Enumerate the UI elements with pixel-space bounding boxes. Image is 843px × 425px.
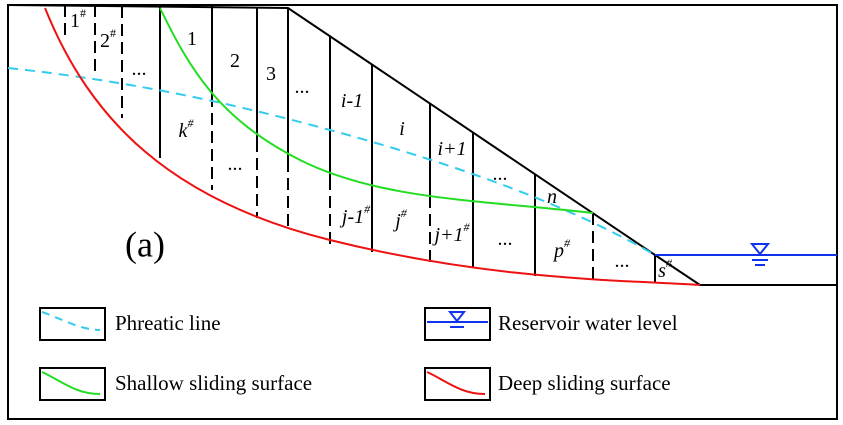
slice-label: ...	[295, 76, 310, 98]
slice-text: ...	[493, 163, 508, 185]
slice-label: ...	[132, 58, 147, 80]
slice-label: n	[547, 186, 557, 208]
slice-label: j-1#	[339, 202, 371, 228]
slice-label: ...	[498, 228, 513, 250]
slice-label: 1	[187, 28, 197, 50]
slice-text: ...	[228, 153, 243, 175]
legend-label: Shallow sliding surface	[115, 371, 312, 395]
slice-sup: #	[401, 206, 408, 220]
slice-label: 1#	[70, 6, 86, 32]
slice-text: ...	[615, 250, 630, 272]
slice-sup: #	[110, 26, 116, 40]
slice-label: s#	[658, 256, 673, 282]
slice-sup: #	[364, 202, 371, 216]
slice-text: ...	[498, 228, 513, 250]
legend-label: Phreatic line	[115, 311, 221, 335]
slice-text: n	[547, 186, 557, 208]
slice-text: 3	[266, 63, 276, 85]
legend-label: Reservoir water level	[498, 311, 678, 335]
phreatic-line	[8, 68, 655, 255]
slice-label: 3	[266, 63, 276, 85]
slice-text: 2	[100, 30, 110, 52]
slice-label: ...	[493, 163, 508, 185]
slice-label: 2#	[100, 26, 116, 52]
slice-text: ...	[295, 76, 310, 98]
slice-text: j+1	[431, 224, 463, 246]
legend-label: Deep sliding surface	[498, 371, 671, 395]
slice-text: j-1	[339, 206, 364, 228]
slice-text: i	[399, 118, 405, 140]
slice-text: i+1	[437, 138, 466, 160]
slice-label: ...	[615, 250, 630, 272]
slice-label: ...	[228, 153, 243, 175]
water-level	[655, 244, 837, 265]
slice-text: 1	[70, 10, 80, 32]
panel-label: (a)	[125, 224, 165, 264]
slice-text: p	[552, 240, 564, 262]
slice-label: j#	[392, 206, 408, 232]
slice-label: k#	[179, 116, 195, 142]
slice-text: 1	[187, 28, 197, 50]
slice-label: i	[399, 118, 405, 140]
diagram: (a) 1#2#...123...i-1ii+1...nk#...j-1#j#j…	[0, 0, 843, 425]
slice-text: 2	[230, 50, 240, 72]
slice-text: ...	[132, 58, 147, 80]
slice-label: j+1#	[431, 220, 470, 246]
slice-sup: #	[464, 220, 471, 234]
slice-text: s	[658, 260, 666, 282]
slice-label: p#	[552, 236, 571, 262]
slice-label: 2	[230, 50, 240, 72]
slice-label: i-1	[341, 90, 363, 112]
slice-sup: #	[187, 116, 194, 130]
slice-label: i+1	[437, 138, 466, 160]
shallow-surface	[160, 8, 593, 213]
slice-sup: #	[564, 236, 571, 250]
slice-sup: #	[80, 6, 86, 20]
slice-text: i-1	[341, 90, 363, 112]
slice-sup: #	[666, 256, 673, 270]
